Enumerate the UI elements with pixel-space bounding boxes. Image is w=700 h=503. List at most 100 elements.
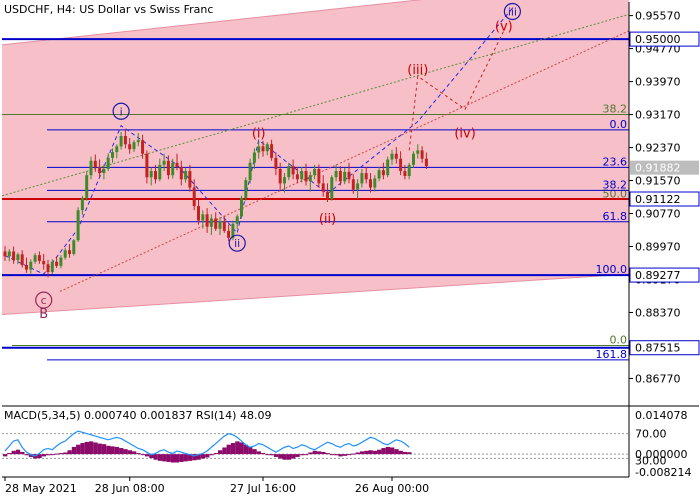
macd-bar bbox=[372, 450, 378, 455]
price-tick-label-0: 0.95570 bbox=[635, 10, 681, 23]
macd-bar bbox=[106, 445, 111, 455]
candle-body bbox=[25, 265, 28, 270]
rsi-line bbox=[4, 430, 410, 457]
wave-label-5: (i) bbox=[252, 127, 266, 142]
price-tick-label-5: 0.91570 bbox=[635, 175, 681, 188]
macd-bar bbox=[119, 448, 124, 455]
wave-label-2: iii bbox=[508, 5, 517, 18]
time-tick-label-3: 26 Aug 00:00 bbox=[355, 482, 429, 495]
macd-bar bbox=[175, 454, 180, 463]
macd-bar bbox=[256, 451, 261, 455]
macd-bar bbox=[67, 450, 72, 455]
candle-body bbox=[80, 197, 84, 211]
candle-body bbox=[270, 144, 274, 158]
macd-bar bbox=[46, 454, 51, 456]
wave-circle-0 bbox=[112, 102, 130, 120]
macd-bar bbox=[37, 454, 42, 459]
candle-body bbox=[89, 160, 93, 176]
candle-body bbox=[248, 162, 252, 181]
macd-bar bbox=[390, 447, 395, 455]
macd-bar bbox=[312, 450, 317, 455]
candle-body bbox=[283, 177, 286, 184]
key-level-badge-text-2: 0.89277 bbox=[635, 269, 681, 282]
macd-bar bbox=[243, 444, 249, 455]
candle-body bbox=[158, 164, 162, 180]
candle-body bbox=[321, 183, 325, 192]
macd-bar bbox=[364, 450, 369, 455]
macd-bar bbox=[205, 454, 210, 458]
macd-bar bbox=[7, 453, 12, 455]
candle-body bbox=[7, 251, 11, 257]
macd-bar bbox=[187, 454, 193, 461]
macd-bar bbox=[183, 454, 188, 462]
candle-body bbox=[85, 175, 89, 198]
candle-body bbox=[295, 174, 299, 180]
candle-body bbox=[149, 171, 153, 178]
macd-bar bbox=[291, 454, 296, 459]
price-tick-label-4: 0.92370 bbox=[635, 142, 681, 155]
macd-bar bbox=[295, 454, 300, 457]
candle-body bbox=[162, 160, 166, 165]
candle-body bbox=[222, 221, 226, 231]
candle-body bbox=[145, 153, 149, 178]
candle-body bbox=[59, 257, 63, 266]
candle-body bbox=[287, 166, 291, 178]
candle-body bbox=[244, 180, 248, 198]
candle-body bbox=[12, 251, 16, 261]
macd-bar bbox=[329, 454, 335, 456]
candle-body bbox=[394, 153, 398, 159]
macd-bar bbox=[278, 454, 283, 459]
macd-bar bbox=[368, 450, 373, 455]
candle-body bbox=[416, 150, 420, 154]
candle-body bbox=[29, 261, 33, 270]
macd-bar bbox=[377, 449, 382, 455]
macd-bar bbox=[286, 454, 292, 460]
wave-circle-2 bbox=[503, 2, 522, 21]
wave-label-1: ii bbox=[234, 237, 240, 250]
macd-bar bbox=[265, 454, 270, 456]
macd-bar bbox=[239, 442, 244, 455]
wave-circle-3 bbox=[35, 291, 53, 309]
candle-body bbox=[420, 150, 424, 159]
macd-bar bbox=[179, 454, 184, 462]
price-tick-label-2: 0.93970 bbox=[635, 76, 681, 89]
macd-bar bbox=[114, 446, 120, 455]
macd-bar bbox=[398, 450, 403, 455]
fib-label-blue-8: 161.8 bbox=[596, 348, 628, 361]
candle-body bbox=[179, 166, 183, 180]
candle-body bbox=[132, 142, 136, 150]
candle-body bbox=[76, 210, 80, 241]
macd-bar bbox=[192, 454, 197, 461]
macd-bar bbox=[24, 454, 29, 456]
candle-body bbox=[50, 261, 54, 273]
candle-body bbox=[119, 136, 123, 147]
candle-body bbox=[184, 171, 188, 180]
candle-body bbox=[141, 140, 145, 154]
candle-body bbox=[111, 152, 114, 158]
time-tick-label-0: 28 May 2021 bbox=[5, 482, 77, 495]
macd-bar bbox=[351, 453, 356, 455]
channel-upper-edge bbox=[1, 0, 423, 46]
macd-bar bbox=[166, 454, 171, 462]
candle-body bbox=[106, 157, 110, 169]
wave-label-9: (v) bbox=[495, 19, 513, 34]
wave-label-0: i bbox=[120, 105, 123, 118]
wave-projection-red bbox=[408, 30, 505, 151]
macd-bar bbox=[110, 446, 115, 455]
macd-bar bbox=[222, 447, 227, 455]
macd-bar bbox=[321, 451, 326, 455]
candle-body bbox=[360, 173, 364, 184]
candle-body bbox=[356, 183, 360, 190]
macd-bar bbox=[41, 454, 46, 457]
candle-body bbox=[37, 255, 41, 261]
candle-body bbox=[240, 197, 243, 217]
price-tick-label-6: 0.90770 bbox=[635, 208, 681, 221]
macd-bar bbox=[28, 454, 34, 457]
candle-body bbox=[115, 146, 119, 153]
macd-bar bbox=[407, 452, 412, 455]
candle-body bbox=[33, 255, 37, 262]
candle-body bbox=[399, 158, 403, 172]
candle-body bbox=[326, 191, 329, 200]
